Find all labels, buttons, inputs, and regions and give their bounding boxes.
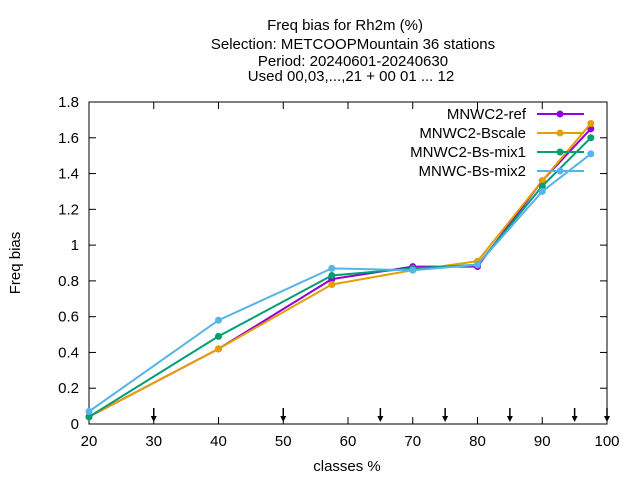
data-point <box>538 177 546 185</box>
data-point <box>587 119 595 127</box>
data-point <box>587 150 595 158</box>
class-marker-arrow <box>604 408 610 422</box>
title-line-2: Selection: METCOOPMountain 36 stations <box>211 36 495 53</box>
title-line-4: Used 00,03,...,21 + 00 01 ... 12 <box>248 68 454 85</box>
arrow-head <box>280 416 287 422</box>
x-tick-label: 30 <box>145 433 162 450</box>
legend-label: MNWC-Bs-mix2 <box>419 163 526 180</box>
y-tick-label: 1.6 <box>58 130 79 147</box>
legend-marker <box>556 167 564 175</box>
data-point <box>85 413 93 421</box>
arrow-head <box>150 416 157 422</box>
y-tick-label: 1 <box>71 237 79 254</box>
class-marker-arrow <box>280 408 287 422</box>
arrow-head <box>377 416 384 422</box>
x-tick-label: 50 <box>275 433 292 450</box>
y-tick-label: 0.2 <box>58 380 79 397</box>
series-lines <box>85 119 595 421</box>
y-tick-label: 0.6 <box>58 309 79 326</box>
x-tick-label: 100 <box>594 433 619 450</box>
arrow-head <box>571 416 578 422</box>
legend-marker <box>556 129 564 137</box>
title-line-3: Period: 20240601-20240630 <box>258 53 448 70</box>
class-markers <box>150 408 610 422</box>
y-tick-label: 1.8 <box>58 94 79 111</box>
class-marker-arrow <box>377 408 384 422</box>
data-point <box>215 332 222 340</box>
data-point <box>409 266 417 274</box>
chart-title: Freq bias for Rh2m (%) Selection: METCOO… <box>211 17 495 85</box>
data-point <box>538 187 546 195</box>
x-tick-label: 20 <box>81 433 98 450</box>
data-point <box>328 272 336 280</box>
axes: 0 0.2 0.4 0.6 0.8 1 1.2 1.4 1.6 1.8 20 30 40 50 60 70 80… <box>58 94 619 450</box>
arrow-head <box>442 416 449 422</box>
data-point <box>538 182 546 190</box>
class-marker-arrow <box>150 408 157 422</box>
x-tick-label: 40 <box>210 433 227 450</box>
y-tick-label: 0.8 <box>58 273 79 290</box>
legend: MNWC2-ref MNWC2-Bscale MNWC2-Bs-mix1 MNWC-B… <box>410 106 584 180</box>
data-point <box>474 261 481 269</box>
x-tick-label: 70 <box>404 433 421 450</box>
legend-label: MNWC2-ref <box>447 106 527 123</box>
legend-marker <box>556 110 564 118</box>
data-point <box>328 264 336 272</box>
title-line-1: Freq bias for Rh2m (%) <box>267 17 423 34</box>
y-axis-label: Freq bias <box>7 232 24 295</box>
class-marker-arrow <box>571 408 578 422</box>
data-point <box>328 280 336 288</box>
y-tick-label: 0.4 <box>58 344 79 361</box>
data-point <box>587 134 595 142</box>
y-tick-label: 1.2 <box>58 201 79 218</box>
class-marker-arrow <box>442 408 449 422</box>
data-point <box>215 316 222 324</box>
data-point <box>85 407 93 415</box>
x-tick-label: 80 <box>469 433 486 450</box>
legend-marker <box>556 148 564 156</box>
arrow-head <box>604 416 610 422</box>
class-marker-arrow <box>506 408 513 422</box>
y-tick-label: 1.4 <box>58 166 79 183</box>
data-point <box>215 345 222 353</box>
x-axis-label: classes % <box>313 458 381 475</box>
legend-label: MNWC2-Bscale <box>419 125 526 142</box>
x-tick-label: 90 <box>534 433 551 450</box>
y-tick-label: 0 <box>71 416 79 433</box>
arrow-head <box>506 416 513 422</box>
x-tick-label: 60 <box>340 433 357 450</box>
legend-label: MNWC2-Bs-mix1 <box>410 144 526 161</box>
series-mnwc-bs-mix2 <box>85 150 595 415</box>
